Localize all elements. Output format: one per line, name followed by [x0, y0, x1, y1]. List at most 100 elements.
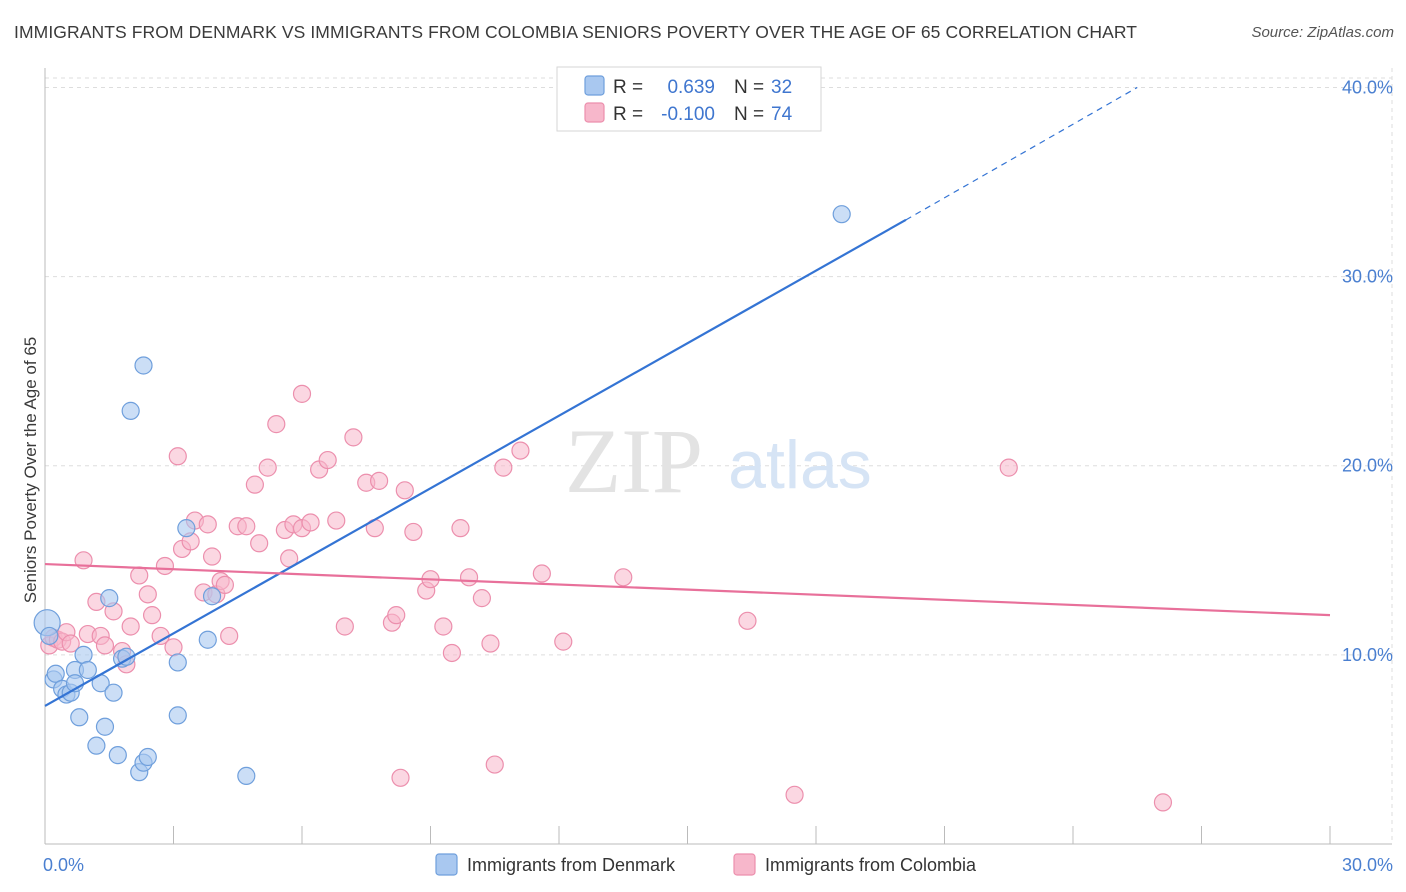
y-axis-label: Seniors Poverty Over the Age of 65 — [21, 337, 40, 603]
colombia-point-27 — [202, 547, 222, 566]
colombia-point-20 — [164, 638, 183, 657]
colombia-point-70 — [614, 568, 633, 587]
colombia-point-31 — [220, 626, 239, 646]
denmark-point-28 — [198, 630, 217, 649]
colombia-point-64 — [481, 634, 500, 653]
legend-n-value-denmark: 32 — [771, 77, 792, 98]
denmark-point-31 — [832, 205, 851, 224]
colombia-point-67 — [511, 441, 530, 460]
colombia-point-30 — [215, 575, 234, 594]
watermark-zip: ZIP — [565, 410, 703, 512]
trend-line-denmark-extension — [905, 86, 1138, 221]
colombia-point-43 — [301, 513, 320, 532]
colombia-point-51 — [370, 471, 389, 490]
colombia-point-71 — [738, 611, 757, 630]
axes — [44, 68, 1392, 845]
denmark-point-30 — [237, 766, 256, 786]
colombia-point-65 — [485, 755, 504, 774]
bottom-legend: Immigrants from Denmark Immigrants from … — [435, 853, 977, 876]
denmark-point-27 — [177, 519, 196, 538]
colombia-point-35 — [250, 534, 269, 553]
colombia-point-16 — [138, 585, 157, 604]
trend-line-denmark — [44, 218, 907, 707]
colombia-point-10 — [95, 636, 115, 655]
denmark-point-1 — [40, 626, 59, 646]
denmark-point-29 — [202, 587, 222, 606]
colombia-point-26 — [198, 515, 217, 534]
bottom-legend-swatch-denmark — [435, 853, 458, 876]
colombia-point-61 — [451, 519, 470, 538]
denmark-point-16 — [104, 683, 123, 702]
colombia-point-54 — [391, 768, 410, 787]
y-tick-label-2: 30.0% — [1342, 267, 1393, 287]
denmark-point-15 — [100, 589, 119, 608]
legend-n-value-colombia: 74 — [771, 104, 793, 125]
watermark-atlas: atlas — [728, 427, 872, 503]
colombia-point-66 — [494, 458, 513, 477]
denmark-point-25 — [168, 653, 187, 672]
colombia-point-42 — [292, 384, 312, 403]
y-tick-label-0: 10.0% — [1342, 645, 1393, 665]
colombia-point-33 — [237, 517, 256, 536]
legend-box: R = 0.639 N = 32 R = -0.100 N = 74 — [556, 66, 822, 132]
y-tick-label-3: 40.0% — [1342, 77, 1393, 97]
colombia-point-69 — [554, 632, 573, 651]
denmark-point-17 — [108, 746, 127, 765]
bottom-legend-label-colombia: Immigrants from Colombia — [765, 855, 977, 875]
legend-r-value-colombia: -0.100 — [661, 104, 715, 125]
colombia-point-72 — [785, 785, 804, 804]
colombia-point-14 — [121, 617, 140, 636]
chart-source: Source: ZipAtlas.com — [1251, 24, 1394, 41]
colombia-point-21 — [168, 447, 187, 466]
legend-r-label-denmark: R = — [613, 77, 643, 98]
colombia-point-17 — [142, 606, 162, 625]
colombia-point-63 — [472, 589, 491, 608]
x-tick-label-0: 0.0% — [43, 855, 84, 875]
colombia-point-73 — [999, 458, 1018, 477]
denmark-point-10 — [74, 645, 93, 664]
bottom-legend-swatch-colombia — [733, 853, 756, 876]
colombia-point-47 — [335, 617, 354, 636]
y-tick-labels: 10.0% 20.0% 30.0% 40.0% — [1342, 77, 1393, 664]
denmark-point-14 — [95, 717, 115, 736]
denmark-point-20 — [121, 401, 140, 420]
legend-swatch-denmark — [584, 75, 605, 96]
denmark-point-26 — [168, 706, 187, 725]
colombia-point-5 — [61, 634, 80, 653]
colombia-point-59 — [434, 617, 453, 636]
colombia-point-48 — [344, 428, 363, 447]
colombia-point-74 — [1153, 793, 1173, 812]
denmark-point-23 — [134, 356, 153, 375]
colombia-point-19 — [155, 556, 175, 576]
legend-n-label-denmark: N = — [734, 77, 764, 98]
trend-line-colombia — [44, 562, 1331, 617]
legend-r-label-colombia: R = — [613, 104, 643, 125]
denmark-point-3 — [46, 664, 65, 683]
chart-title: IMMIGRANTS FROM DENMARK VS IMMIGRANTS FR… — [14, 22, 1138, 42]
series-denmark-points — [33, 205, 851, 786]
legend-r-value-denmark: 0.639 — [667, 77, 715, 98]
series-colombia-points — [40, 384, 1173, 812]
denmark-point-9 — [70, 708, 89, 727]
denmark-point-24 — [138, 747, 157, 767]
x-tick-label-1: 30.0% — [1342, 855, 1393, 875]
colombia-point-15 — [130, 566, 149, 585]
x-tick-labels: 0.0% 30.0% — [43, 855, 1393, 875]
legend-swatch-colombia — [584, 102, 605, 123]
colombia-point-36 — [258, 458, 277, 477]
colombia-point-34 — [245, 475, 264, 494]
y-tick-label-1: 20.0% — [1342, 456, 1393, 476]
colombia-point-55 — [395, 481, 414, 500]
colombia-point-46 — [327, 511, 346, 530]
colombia-point-60 — [442, 643, 462, 663]
bottom-legend-label-denmark: Immigrants from Denmark — [467, 855, 676, 875]
denmark-point-12 — [87, 736, 106, 755]
colombia-point-62 — [459, 568, 479, 587]
denmark-point-11 — [78, 660, 97, 680]
colombia-point-45 — [318, 450, 337, 470]
colombia-point-68 — [532, 564, 551, 583]
denmark-point-19 — [117, 647, 136, 666]
legend-n-label-colombia: N = — [734, 104, 764, 125]
colombia-point-37 — [267, 415, 286, 434]
